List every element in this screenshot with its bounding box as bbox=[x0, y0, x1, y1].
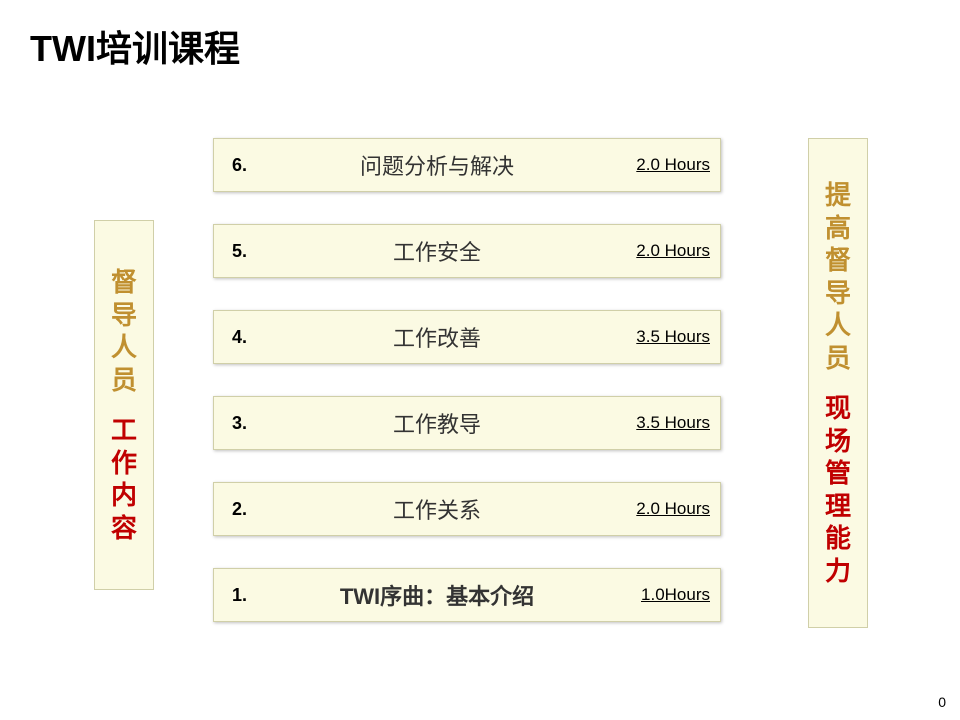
course-number: 4. bbox=[214, 327, 264, 348]
course-row: 1.TWI序曲：基本介绍1.0Hours bbox=[213, 568, 721, 622]
vertical-char: 导 bbox=[825, 277, 851, 310]
course-row: 6.问题分析与解决2.0 Hours bbox=[213, 138, 721, 192]
vertical-char: 高 bbox=[825, 212, 851, 245]
course-number: 5. bbox=[214, 241, 264, 262]
course-row: 3.工作教导3.5 Hours bbox=[213, 396, 721, 450]
course-hours: 3.5 Hours bbox=[610, 413, 720, 433]
vertical-char: 场 bbox=[825, 425, 851, 458]
course-hours: 3.5 Hours bbox=[610, 327, 720, 347]
course-title: 工作教导 bbox=[264, 407, 610, 439]
vertical-char: 作 bbox=[111, 447, 137, 480]
vertical-char: 提 bbox=[825, 179, 851, 212]
page-title: TWI培训课程 bbox=[30, 20, 240, 72]
vertical-char: 导 bbox=[111, 299, 137, 332]
vertical-char: 督 bbox=[825, 244, 851, 277]
right-vertical-bar: 提高督导人员现场管理能力 bbox=[808, 138, 868, 628]
course-title: 工作安全 bbox=[264, 235, 610, 267]
course-hours: 2.0 Hours bbox=[610, 155, 720, 175]
course-hours: 1.0Hours bbox=[610, 585, 720, 605]
left-vertical-bar: 督导人员工作内容 bbox=[94, 220, 154, 590]
course-number: 2. bbox=[214, 499, 264, 520]
slide: TWI培训课程 督导人员工作内容 提高督导人员现场管理能力 6.问题分析与解决2… bbox=[0, 0, 960, 720]
course-row: 5.工作安全2.0 Hours bbox=[213, 224, 721, 278]
course-number: 3. bbox=[214, 413, 264, 434]
vertical-char: 能 bbox=[825, 522, 851, 555]
page-number: 0 bbox=[938, 694, 946, 710]
course-title: 问题分析与解决 bbox=[264, 149, 610, 181]
course-row: 4.工作改善3.5 Hours bbox=[213, 310, 721, 364]
vertical-char: 人 bbox=[111, 331, 137, 364]
vertical-char: 工 bbox=[111, 414, 137, 447]
vertical-char: 理 bbox=[825, 490, 851, 523]
vertical-char: 员 bbox=[111, 364, 137, 397]
vertical-char: 力 bbox=[825, 555, 851, 588]
course-row: 2.工作关系2.0 Hours bbox=[213, 482, 721, 536]
course-hours: 2.0 Hours bbox=[610, 241, 720, 261]
vertical-char: 人 bbox=[825, 309, 851, 342]
vertical-char: 容 bbox=[111, 512, 137, 545]
course-title: TWI序曲：基本介绍 bbox=[264, 579, 610, 611]
course-title: 工作关系 bbox=[264, 493, 610, 525]
vertical-char: 管 bbox=[825, 457, 851, 490]
vertical-char: 督 bbox=[111, 266, 137, 299]
course-number: 6. bbox=[214, 155, 264, 176]
course-title: 工作改善 bbox=[264, 321, 610, 353]
course-hours: 2.0 Hours bbox=[610, 499, 720, 519]
vertical-char: 现 bbox=[825, 392, 851, 425]
vertical-char: 内 bbox=[111, 479, 137, 512]
course-number: 1. bbox=[214, 585, 264, 606]
vertical-char: 员 bbox=[825, 342, 851, 375]
